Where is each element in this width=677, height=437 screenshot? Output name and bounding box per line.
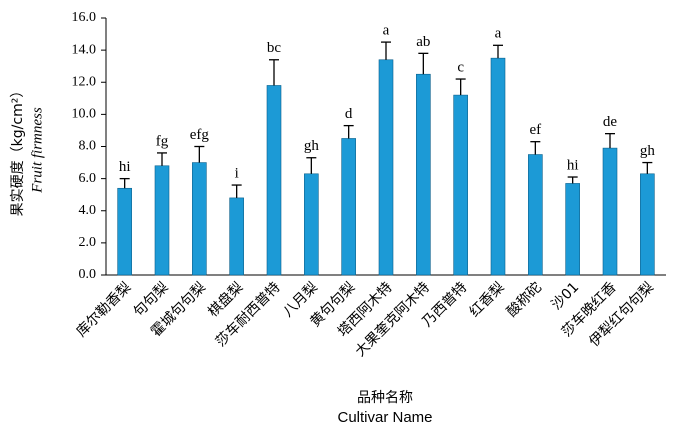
significance-label: i <box>235 165 239 181</box>
significance-label: c <box>457 59 464 75</box>
y-tick-label: 0.0 <box>79 267 97 282</box>
y-tick-label: 8.0 <box>79 139 97 154</box>
bar <box>416 73 431 276</box>
significance-label: hi <box>119 159 131 175</box>
significance-label: de <box>603 114 618 130</box>
significance-label: ab <box>416 34 430 50</box>
x-tick-label: 库尔勒香梨 <box>74 279 135 340</box>
bar <box>528 154 543 276</box>
bar <box>304 173 319 276</box>
x-tick-label: 莎车耐西普特 <box>212 279 283 350</box>
bar <box>602 147 618 276</box>
significance-label: a <box>495 26 502 42</box>
x-axis-title-en: Cultivar Name <box>337 409 432 426</box>
y-tick-label: 12.0 <box>72 74 97 89</box>
y-tick-label: 6.0 <box>79 171 97 186</box>
significance-label: ef <box>530 122 542 138</box>
y-axis-title: 果实硬度（kg/cm²） <box>10 84 26 217</box>
x-tick-label: 酸称砣 <box>504 279 545 320</box>
significance-label: gh <box>304 138 320 154</box>
y-axis-title-en: Fruit firmness <box>29 107 45 194</box>
bar <box>154 165 170 276</box>
bar <box>640 173 655 276</box>
y-tick-label: 14.0 <box>72 42 97 57</box>
significance-label: a <box>383 23 390 39</box>
significance-label: hi <box>567 157 579 173</box>
bar <box>341 138 356 276</box>
bar <box>453 94 468 276</box>
significance-label: efg <box>190 127 210 143</box>
significance-label: bc <box>267 40 282 56</box>
bar <box>378 59 394 276</box>
bar <box>565 183 580 276</box>
y-tick-label: 2.0 <box>79 235 97 250</box>
y-tick-label: 4.0 <box>79 203 97 218</box>
x-tick-label: 沙01 <box>549 279 583 313</box>
x-axis-title: 品种名称 <box>357 390 413 406</box>
bar <box>490 57 506 276</box>
bar <box>117 187 132 276</box>
bar <box>266 85 282 276</box>
y-tick-label: 16.0 <box>72 10 97 25</box>
significance-label: gh <box>640 143 656 159</box>
bar <box>192 162 207 276</box>
significance-label: fg <box>156 133 169 149</box>
y-tick-label: 10.0 <box>72 107 97 122</box>
bar <box>229 197 244 276</box>
significance-label: d <box>345 106 353 122</box>
x-tick-label: 红香梨 <box>467 279 508 320</box>
